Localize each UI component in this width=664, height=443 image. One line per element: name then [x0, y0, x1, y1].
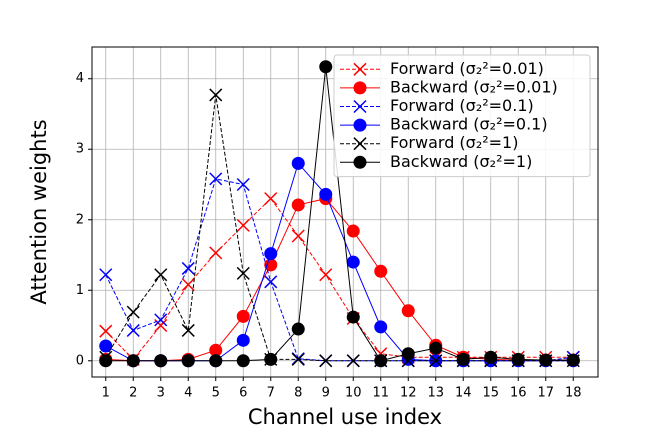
x-tick-label: 9: [322, 386, 330, 401]
data-point: [264, 352, 278, 366]
data-point: [236, 309, 250, 323]
data-point: [126, 305, 140, 319]
data-point: [401, 347, 415, 361]
data-point: [401, 304, 415, 318]
data-point: [511, 352, 525, 366]
plot-frame: [91, 46, 599, 378]
x-tick-label: 4: [184, 386, 192, 401]
data-point: [264, 247, 278, 261]
data-point: [236, 333, 250, 347]
data-point: [291, 198, 305, 212]
legend-marker: [353, 137, 367, 151]
series-line: [105, 197, 574, 361]
legend-label: Forward (σ₂²=0.01): [390, 59, 544, 78]
data-point: [126, 323, 140, 337]
series-line: [105, 94, 574, 362]
x-tick-label: 6: [239, 386, 247, 401]
data-point: [154, 354, 168, 368]
x-axis-label: Channel use index: [248, 405, 442, 429]
legend-marker: [353, 62, 367, 76]
data-point: [429, 341, 443, 355]
x-tick-label: 12: [400, 386, 417, 401]
data-point: [374, 354, 388, 368]
data-point: [346, 310, 360, 324]
data-point: [346, 224, 360, 238]
x-tick-label: 13: [427, 386, 444, 401]
data-point: [209, 172, 223, 186]
legend-marker: [353, 99, 367, 114]
data-point: [209, 246, 223, 260]
y-tick-label: 1: [76, 283, 84, 298]
data-point: [374, 264, 388, 278]
x-tick-label: 11: [372, 386, 389, 401]
data-point: [236, 218, 250, 232]
data-point: [209, 88, 223, 102]
data-point: [264, 275, 278, 289]
data-point: [319, 187, 333, 201]
data-point: [319, 354, 333, 368]
data-point: [181, 354, 195, 368]
data-point: [429, 354, 443, 368]
x-tick-label: 16: [510, 386, 527, 401]
x-tick-label: 3: [157, 386, 165, 401]
x-tick-label: 18: [565, 386, 582, 401]
x-tick-label: 1: [102, 386, 110, 401]
x-tick-label: 17: [537, 386, 554, 401]
data-point: [319, 268, 333, 282]
data-point: [181, 278, 195, 292]
data-point: [456, 352, 470, 366]
data-point: [236, 177, 250, 192]
data-point: [236, 354, 250, 368]
data-point: [346, 354, 360, 368]
data-point: [99, 339, 113, 353]
legend-label: Backward (σ₂²=0.1): [390, 115, 548, 134]
data-point: [539, 353, 553, 367]
series-line: [105, 198, 574, 362]
data-point: [291, 352, 305, 366]
data-point: [154, 313, 168, 327]
x-tick-label: 14: [455, 386, 472, 401]
legend-marker: [353, 81, 367, 95]
data-point: [154, 268, 168, 282]
data-point: [99, 324, 113, 338]
data-point: [209, 354, 223, 368]
legend-label: Backward (σ₂²=1): [390, 152, 532, 171]
y-tick-label: 2: [76, 212, 84, 227]
data-point: [484, 350, 498, 364]
x-tick-label: 5: [212, 386, 220, 401]
legend-label: Forward (σ₂²=1): [390, 133, 518, 152]
legend-marker: [353, 118, 367, 132]
data-point: [291, 156, 305, 170]
data-point: [236, 266, 250, 280]
data-point: [291, 229, 305, 243]
data-point: [374, 320, 388, 334]
data-point: [126, 354, 140, 368]
x-tick-label: 7: [267, 386, 275, 401]
y-tick-label: 0: [76, 353, 84, 368]
series-line: [105, 178, 574, 362]
legend-marker: [353, 155, 367, 169]
data-point: [291, 322, 305, 336]
legend-label: Backward (σ₂²=0.01): [390, 77, 558, 96]
data-point: [99, 268, 113, 282]
data-point: [264, 192, 278, 206]
data-point: [319, 60, 333, 74]
data-point: [181, 261, 195, 275]
data-point: [99, 354, 113, 368]
y-tick-label: 4: [76, 71, 84, 86]
data-point: [566, 353, 580, 367]
data-point: [181, 323, 195, 337]
x-tick-label: 15: [482, 386, 499, 401]
y-tick-label: 3: [76, 142, 84, 157]
x-tick-label: 2: [129, 386, 137, 401]
x-tick-label: 8: [294, 386, 302, 401]
data-point: [264, 258, 278, 272]
legend-box: [333, 54, 591, 178]
data-point: [346, 255, 360, 269]
legend-label: Forward (σ₂²=0.1): [390, 96, 534, 115]
data-point: [209, 343, 223, 357]
y-axis-label: Attention weights: [27, 119, 51, 304]
x-tick-label: 10: [345, 386, 362, 401]
